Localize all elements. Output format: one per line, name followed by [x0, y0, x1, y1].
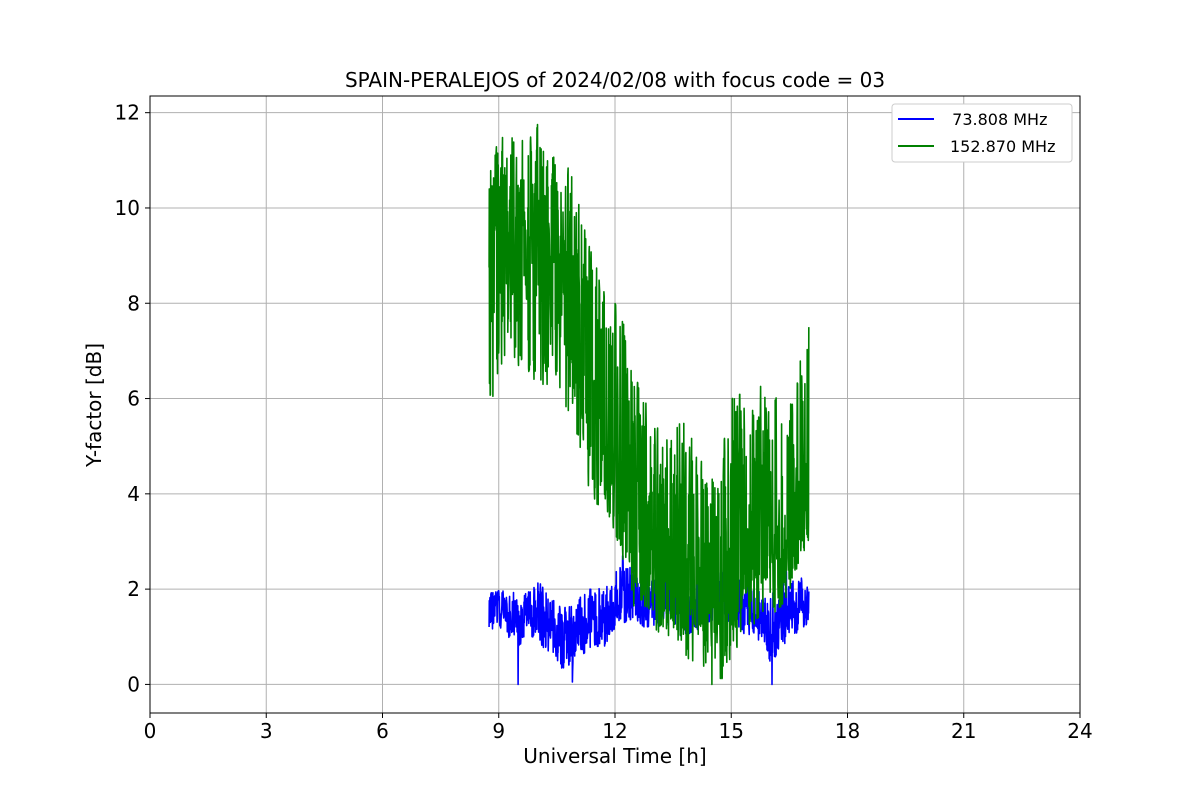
y-tick-label: 4: [127, 482, 140, 506]
legend-label-73mhz: 73.808 MHz: [942, 110, 1047, 129]
legend-label-152mhz: 152.870 MHz: [950, 137, 1055, 156]
x-tick-label: 6: [376, 719, 389, 743]
x-axis-label: Universal Time [h]: [523, 744, 706, 768]
plot-area: [488, 123, 810, 686]
y-tick-label: 0: [127, 672, 140, 696]
x-tick-label: 0: [144, 719, 157, 743]
x-tick-label: 21: [951, 719, 976, 743]
legend: 73.808 MHz 152.870 MHz: [891, 103, 1073, 163]
x-axis-ticks: 0 3 6 9 12 15 18 21 24: [144, 713, 1093, 743]
series-line-1: [488, 123, 810, 686]
y-axis-ticks: 0 2 4 6 8 10 12: [115, 101, 150, 696]
x-tick-label: 15: [719, 719, 744, 743]
chart-title: SPAIN-PERALEJOS of 2024/02/08 with focus…: [345, 68, 885, 92]
y-tick-label: 2: [127, 577, 140, 601]
x-tick-label: 3: [260, 719, 273, 743]
y-axis-label: Y-factor [dB]: [82, 343, 106, 468]
x-tick-label: 24: [1067, 719, 1092, 743]
x-tick-label: 12: [602, 719, 627, 743]
y-tick-label: 12: [115, 101, 140, 125]
series-line-0: [488, 554, 810, 686]
x-tick-label: 9: [492, 719, 505, 743]
legend-box: [891, 103, 1073, 163]
y-tick-label: 10: [115, 196, 140, 220]
x-tick-label: 18: [835, 719, 860, 743]
y-tick-label: 6: [127, 387, 140, 411]
y-tick-label: 8: [127, 291, 140, 315]
